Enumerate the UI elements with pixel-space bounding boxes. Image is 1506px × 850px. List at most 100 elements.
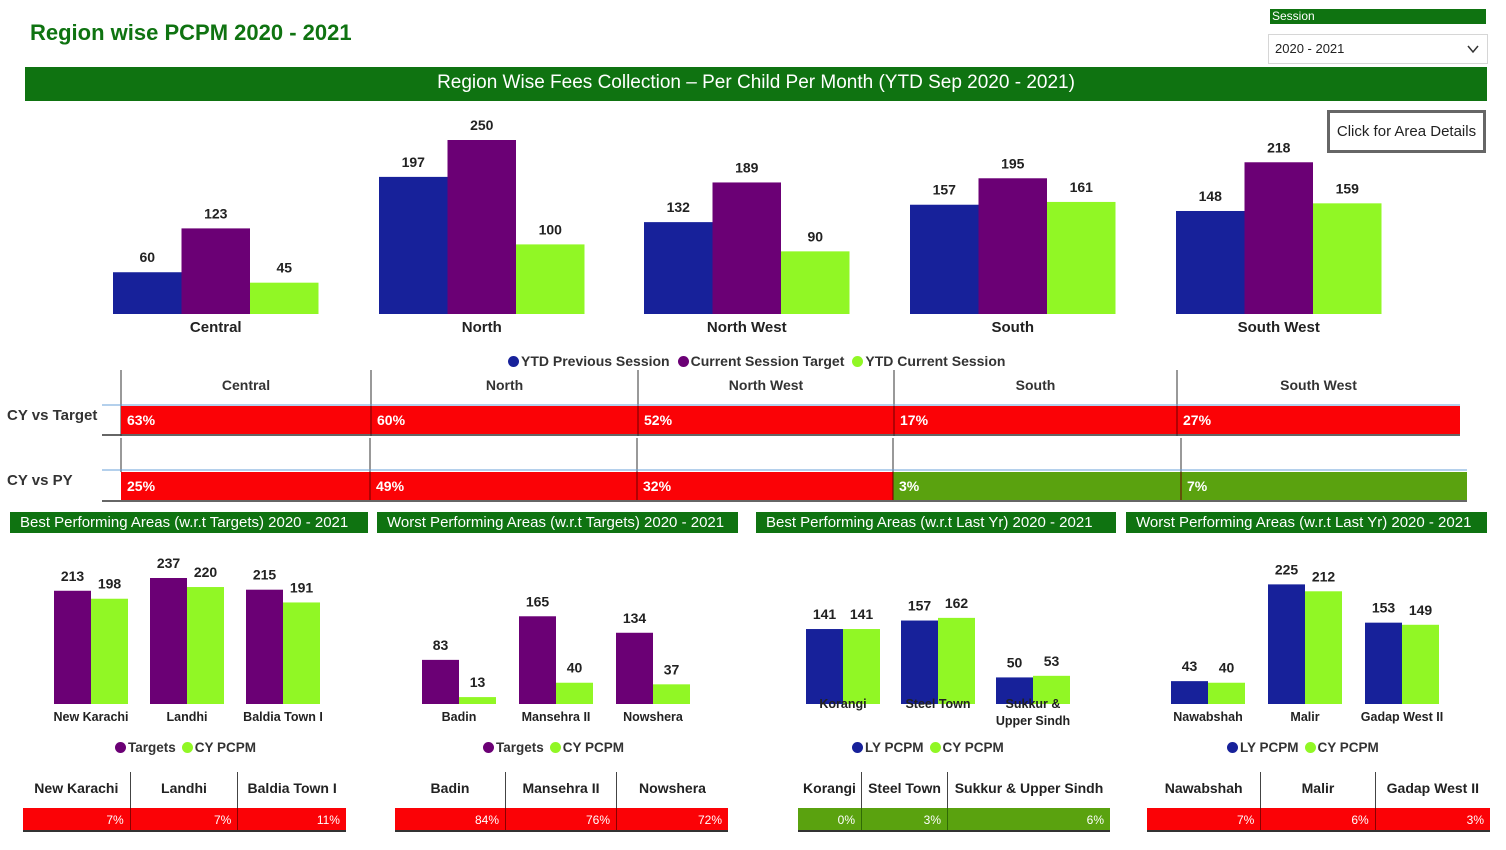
bar-sukkur-upper-sindh-ly-pcpm <box>996 677 1033 704</box>
legend-item-ly-pcpm[interactable]: LY PCPM <box>1227 740 1299 755</box>
bar-gadap-west-ii-ly-pcpm <box>1365 622 1402 704</box>
data-label: 157 <box>908 598 932 614</box>
bar-new-karachi-targets <box>54 590 91 704</box>
bar-malir-cy-pcpm <box>1305 591 1342 704</box>
legend-item-ly-pcpm[interactable]: LY PCPM <box>852 740 924 755</box>
category-label-north: North <box>462 319 502 336</box>
bar-landhi-targets <box>150 578 187 704</box>
bar-central-current-session-target <box>181 228 250 314</box>
category-label-south-west: South West <box>1238 319 1320 336</box>
legend-item-cy-pcpm[interactable]: CY PCPM <box>181 740 256 755</box>
bar-north-west-ytd-previous-session <box>644 222 713 314</box>
data-label: 213 <box>61 568 85 584</box>
worst-lastyr-chart: 43 40 Nawabshah 225 212 Malir 153 149 Gadap West… <box>1171 561 1443 724</box>
category-label-korangi: Korangi <box>819 697 866 711</box>
legend-item-ytd-previous-session[interactable]: YTD Previous Session <box>508 353 670 369</box>
legend-dot <box>181 742 193 753</box>
cell-value: 3% <box>899 478 920 494</box>
cell-cy-vs-target-central <box>121 406 371 434</box>
legend-dot <box>483 742 494 753</box>
category-label-gadap-west-ii: Gadap West II <box>1361 710 1443 724</box>
area-details-button[interactable]: Click for Area Details <box>1327 110 1486 153</box>
data-label: 53 <box>1044 653 1060 669</box>
bar-nawabshah-ly-pcpm <box>1171 681 1208 704</box>
legend-label: Current Session Target <box>690 353 845 369</box>
legend-item-ytd-current-session[interactable]: YTD Current Session <box>852 353 1005 369</box>
table-header-new-karachi: New Karachi <box>23 772 131 808</box>
data-label: 215 <box>253 567 277 583</box>
table-header-landhi: Landhi <box>131 772 239 808</box>
session-value: 2020 - 2021 <box>1275 41 1345 56</box>
table-cell-baldia-town-i: 11% <box>238 808 346 830</box>
legend-label: LY PCPM <box>865 740 924 755</box>
category-label-badin: Badin <box>442 710 477 724</box>
worst-lastyr-table: Nawabshah Malir Gadap West II 7% 6% 3% <box>1147 772 1490 832</box>
bar-malir-ly-pcpm <box>1268 584 1305 704</box>
legend-item-cy-pcpm[interactable]: CY PCPM <box>1304 740 1379 755</box>
table-value-row: 0% 3% 6% <box>798 808 1110 832</box>
category-label-mansehra-ii: Mansehra II <box>522 710 591 724</box>
section-title-worst-lastyr: Worst Performing Areas (w.r.t Last Yr) 2… <box>1126 512 1487 533</box>
legend-label: CY PCPM <box>1317 740 1379 755</box>
bar-baldia-town-i-targets <box>246 589 283 704</box>
row-label-cy-vs-target: CY vs Target <box>7 407 98 424</box>
table-cell-landhi: 7% <box>130 808 239 830</box>
data-label: 220 <box>194 564 218 580</box>
data-label: 153 <box>1372 600 1396 616</box>
legend-item-targets[interactable]: Targets <box>115 740 176 755</box>
data-label: 45 <box>276 260 292 276</box>
bar-central-ytd-previous-session <box>113 272 182 314</box>
table-header-sukkur-upper-sindh: Sukkur & Upper Sindh <box>954 780 1104 796</box>
table-cell-korangi: 0% <box>798 808 862 830</box>
bar-gadap-west-ii-cy-pcpm <box>1402 624 1439 704</box>
column-header-south: South <box>1016 377 1056 393</box>
data-label: 162 <box>945 595 969 611</box>
session-dropdown[interactable]: 2020 - 2021 <box>1268 34 1488 64</box>
cell-value: 32% <box>643 478 672 494</box>
cell-cy-vs-target-south-west <box>1177 406 1460 434</box>
legend-item-cy-pcpm[interactable]: CY PCPM <box>549 740 624 755</box>
bar-south-west-ytd-current-session <box>1313 203 1382 314</box>
legend-item-cy-pcpm[interactable]: CY PCPM <box>929 740 1004 755</box>
cell-cy-vs-py-south <box>893 472 1181 500</box>
bar-korangi-ly-pcpm <box>806 629 843 704</box>
legend-dot <box>115 742 126 753</box>
cell-value: 60% <box>377 412 406 428</box>
bar-south-west-current-session-target <box>1244 162 1313 314</box>
data-label: 100 <box>539 221 563 237</box>
section-title-best-lastyr: Best Performing Areas (w.r.t Last Yr) 20… <box>756 512 1116 533</box>
table-header-baldia-town-i: Baldia Town I <box>247 780 337 796</box>
cell-value: 52% <box>644 412 673 428</box>
best-lastyr-table: Korangi Steel Town Sukkur & Upper Sindh 0% 3… <box>798 772 1110 832</box>
cell-value: 17% <box>900 412 929 428</box>
table-cell-nawabshah: 7% <box>1147 808 1262 830</box>
legend-dot <box>677 355 689 367</box>
table-header-badin: Badin <box>395 772 506 808</box>
legend-item-current-session-target[interactable]: Current Session Target <box>677 353 845 369</box>
table-header-korangi: Korangi <box>798 772 862 808</box>
region-comparison-table: Central North North West South South West 63%… <box>102 370 1467 502</box>
data-label: 90 <box>807 228 823 244</box>
bar-south-west-ytd-previous-session <box>1176 210 1245 314</box>
bar-new-karachi-cy-pcpm <box>91 598 128 704</box>
data-label: 250 <box>470 117 494 133</box>
category-label-baldia-town-i: Baldia Town I <box>243 710 323 724</box>
bar-south-current-session-target <box>978 178 1047 314</box>
worst-targets-chart: 83 13 Badin 165 40 Mansehra II 134 37 Nowshera <box>422 593 690 724</box>
legend-item-targets[interactable]: Targets <box>483 740 544 755</box>
legend-dot <box>852 355 864 367</box>
data-label: 134 <box>623 610 647 626</box>
data-label: 148 <box>1199 188 1223 204</box>
cell-value: 27% <box>1183 412 1212 428</box>
data-label: 37 <box>664 661 680 677</box>
legend-dot <box>549 742 561 753</box>
category-label-landhi: Landhi <box>167 710 208 724</box>
cell-cy-vs-py-north-west <box>637 472 893 500</box>
table-cell-nowshera: 72% <box>617 808 728 830</box>
data-label: 50 <box>1007 654 1023 670</box>
bar-north-west-current-session-target <box>712 182 781 314</box>
data-label: 40 <box>1219 660 1235 676</box>
table-value-row: 7% 7% 11% <box>23 808 346 832</box>
best-targets-legend: Targets CY PCPM <box>115 740 256 755</box>
data-label: 123 <box>204 205 228 221</box>
